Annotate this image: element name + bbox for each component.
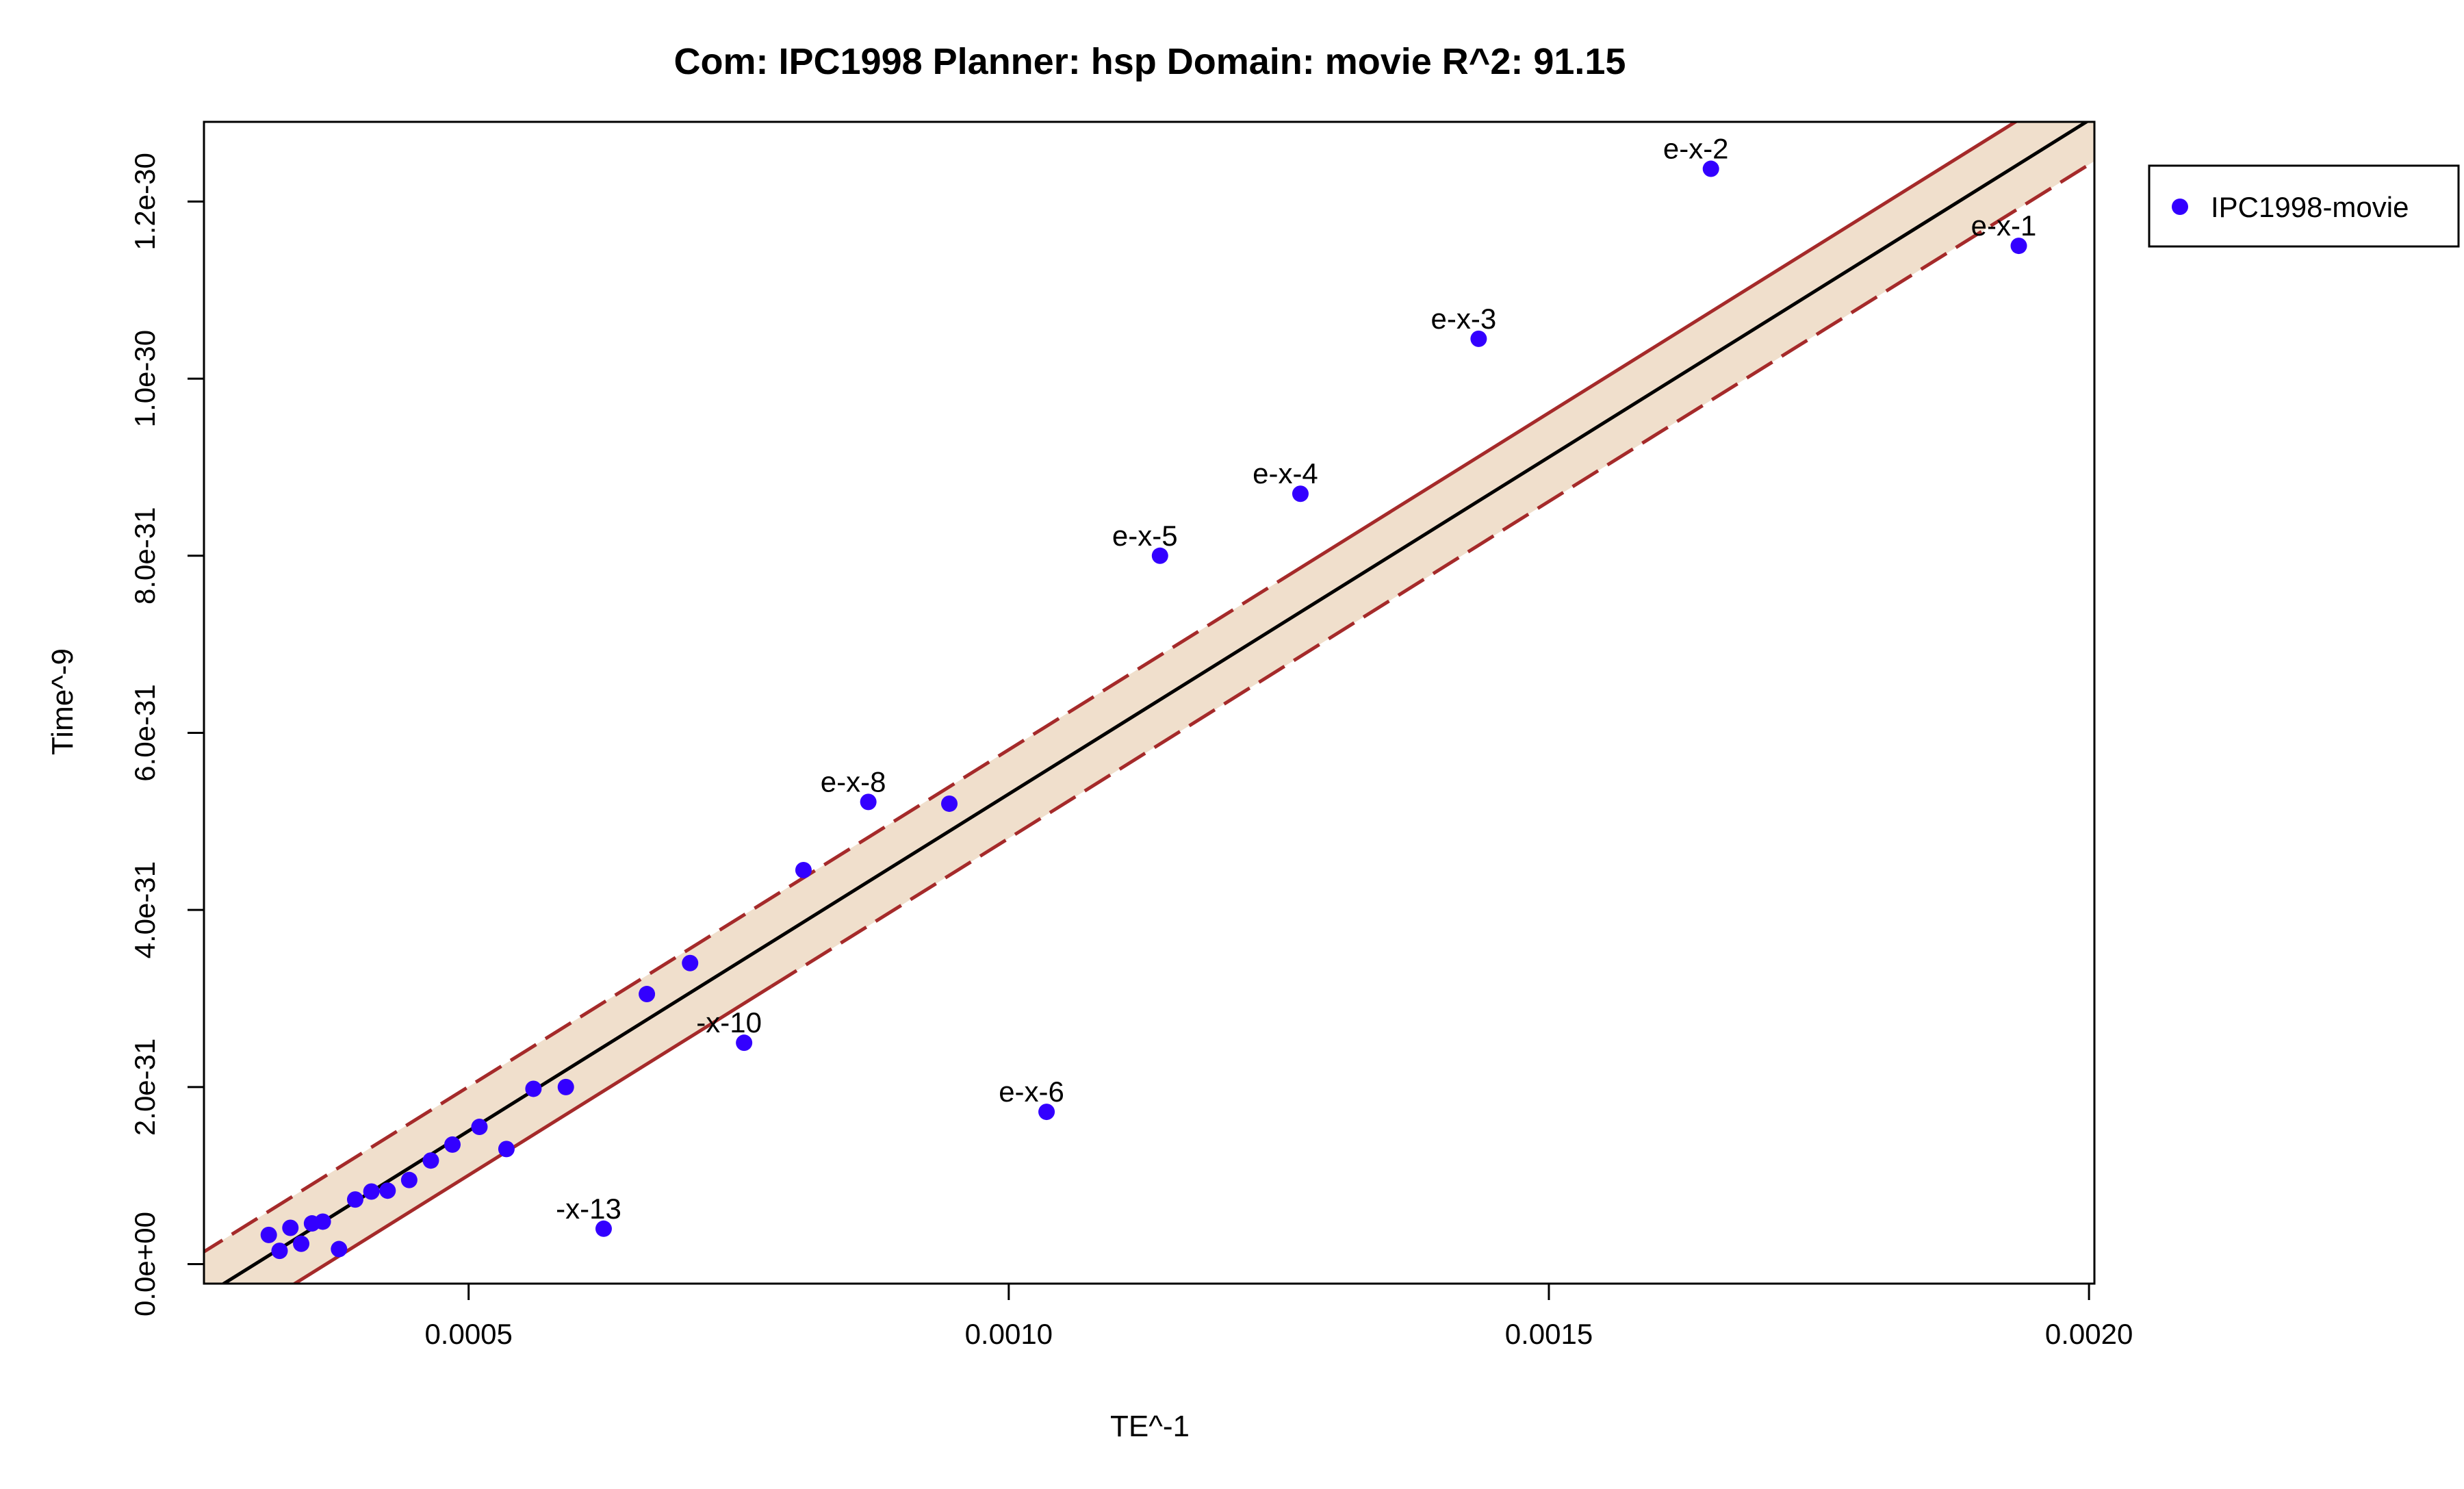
x-tick-label: 0.0005 xyxy=(424,1318,512,1350)
point-label: e-x-6 xyxy=(999,1076,1064,1108)
data-point xyxy=(682,954,699,971)
point-label: -x-13 xyxy=(556,1193,621,1225)
point-labels: e-x-1 e-x-2 e-x-3 e-x-4 e-x-5 e-x-6 e-x-8 -x-10… xyxy=(556,133,2036,1225)
y-tick-label: 4.0e-31 xyxy=(129,861,161,958)
data-point xyxy=(1151,547,1168,564)
y-tick-label: 1.0e-30 xyxy=(129,330,161,427)
x-tick-label: 0.0015 xyxy=(1505,1318,1593,1350)
data-point xyxy=(282,1219,299,1236)
point-label: e-x-1 xyxy=(1971,209,2037,242)
data-point xyxy=(639,986,656,1003)
data-points xyxy=(260,160,2027,1260)
data-point xyxy=(471,1119,488,1136)
data-point xyxy=(1038,1104,1055,1121)
point-label: e-x-5 xyxy=(1112,520,1178,552)
x-tick-label: 0.0010 xyxy=(965,1318,1053,1350)
point-label: -x-10 xyxy=(696,1006,762,1039)
data-point xyxy=(1292,485,1309,502)
x-axis: 0.0005 0.0010 0.0015 0.0020 xyxy=(424,1282,2133,1350)
data-point xyxy=(346,1191,363,1208)
data-point xyxy=(795,861,812,878)
data-point xyxy=(379,1182,396,1199)
data-point xyxy=(400,1171,418,1188)
data-point xyxy=(2010,238,2027,255)
data-point xyxy=(444,1136,461,1153)
x-axis-label: TE^-1 xyxy=(1110,1410,1190,1443)
lower-band-line xyxy=(291,984,772,1284)
data-point xyxy=(331,1240,348,1258)
lower-band-line xyxy=(770,159,2094,989)
y-tick-label: 2.0e-31 xyxy=(129,1039,161,1136)
band-fill xyxy=(204,122,2094,1284)
data-point xyxy=(860,793,877,811)
data-point xyxy=(260,1226,277,1243)
upper-band-line xyxy=(1278,122,2019,583)
data-point xyxy=(303,1215,320,1232)
data-point xyxy=(271,1243,288,1260)
data-point xyxy=(1470,330,1487,347)
data-point xyxy=(557,1078,574,1095)
upper-band-line xyxy=(204,580,1280,1254)
data-point xyxy=(595,1220,612,1237)
y-tick-label: 1.2e-30 xyxy=(129,153,161,250)
legend-label: IPC1998-movie xyxy=(2211,191,2409,223)
chart-title: Com: IPC1998 Planner: hsp Domain: movie … xyxy=(674,41,1626,82)
data-point xyxy=(525,1080,542,1097)
data-point xyxy=(1702,160,1719,177)
data-point xyxy=(498,1141,515,1158)
legend: IPC1998-movie xyxy=(2148,164,2460,248)
y-tick-label: 0.0e+00 xyxy=(129,1212,161,1316)
point-label: e-x-3 xyxy=(1431,303,1497,335)
data-point xyxy=(293,1235,310,1252)
confidence-band xyxy=(204,122,2094,1284)
point-label: e-x-4 xyxy=(1253,457,1318,489)
y-tick-label: 6.0e-31 xyxy=(129,684,161,781)
legend-marker xyxy=(2172,199,2188,215)
legend-box xyxy=(2148,164,2460,248)
data-point xyxy=(422,1152,439,1169)
y-axis-label: Time^-9 xyxy=(46,648,79,755)
point-label: e-x-8 xyxy=(821,765,886,798)
x-tick-label: 0.0020 xyxy=(2045,1318,2133,1350)
data-point xyxy=(363,1183,380,1200)
data-point xyxy=(736,1034,753,1052)
point-label: e-x-2 xyxy=(1663,133,1729,165)
y-tick-label: 8.0e-31 xyxy=(129,507,161,604)
y-axis: 0.0e+00 2.0e-31 4.0e-31 6.0e-31 8.0e-31 1.0e-… xyxy=(129,153,205,1316)
data-point xyxy=(941,795,958,812)
